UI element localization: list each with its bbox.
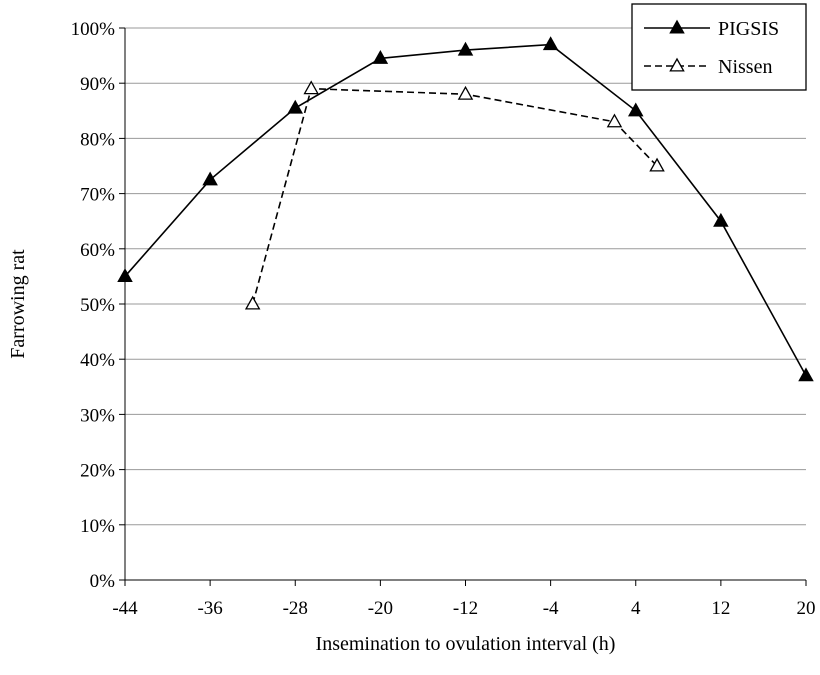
grid-layer: [125, 27, 806, 526]
data-point-nissen: [303, 80, 319, 95]
legend-box: [631, 3, 807, 91]
y-tick-label: 0%: [90, 571, 116, 592]
data-point-pigsis: [117, 268, 133, 282]
series-line-nissen: [251, 87, 658, 305]
data-point-pigsis: [372, 50, 389, 64]
data-point-nissen: [649, 157, 665, 172]
axes-layer: 0%10%20%30%40%50%60%70%80%90%100%-44 -36-…: [71, 19, 816, 619]
data-point-nissen: [606, 113, 623, 128]
x-tick-label: -12: [453, 598, 478, 619]
x-axis-title: Insemination to ovulation interval (h): [316, 633, 616, 655]
data-point-pigsis: [287, 99, 304, 114]
y-tick-label: 100%: [71, 19, 116, 40]
legend-label-pigsis: PIGSIS: [718, 18, 779, 40]
y-tick-label: 70%: [80, 185, 115, 206]
y-tick-label: 50%: [80, 295, 115, 316]
y-tick-label: 40%: [80, 350, 115, 371]
data-point-pigsis: [713, 212, 729, 227]
x-tick-label: -28: [283, 598, 308, 619]
y-tick-label: 80%: [80, 129, 115, 150]
legend-marker-pigsis: [669, 19, 685, 34]
x-tick-label: 20: [797, 598, 816, 619]
x-tick-label: 4: [631, 598, 641, 619]
data-point-nissen: [457, 85, 474, 100]
series-layer: [117, 36, 814, 382]
x-tick-label: -4: [543, 598, 559, 619]
data-point-pigsis: [627, 102, 644, 117]
x-tick-label: -20: [368, 598, 393, 619]
y-axis-title: Farrowing rat: [7, 249, 29, 359]
x-tick-label: -36: [197, 598, 222, 619]
data-point-pigsis: [457, 41, 474, 56]
data-point-pigsis: [542, 36, 559, 51]
y-tick-label: 30%: [80, 405, 115, 426]
legend: PIGSIS Nissen: [631, 3, 807, 91]
data-point-nissen: [244, 295, 261, 310]
y-tick-label: 20%: [80, 461, 115, 482]
legend-marker-nissen: [669, 57, 685, 72]
y-tick-label: 90%: [80, 74, 115, 95]
y-tick-label: 10%: [80, 516, 115, 537]
data-point-pigsis: [798, 367, 814, 382]
x-tick-label: 12: [711, 598, 730, 619]
y-tick-label: 60%: [80, 240, 115, 261]
x-tick-label: -44: [112, 598, 138, 619]
data-point-pigsis: [202, 171, 218, 186]
legend-label-nissen: Nissen: [718, 56, 772, 78]
